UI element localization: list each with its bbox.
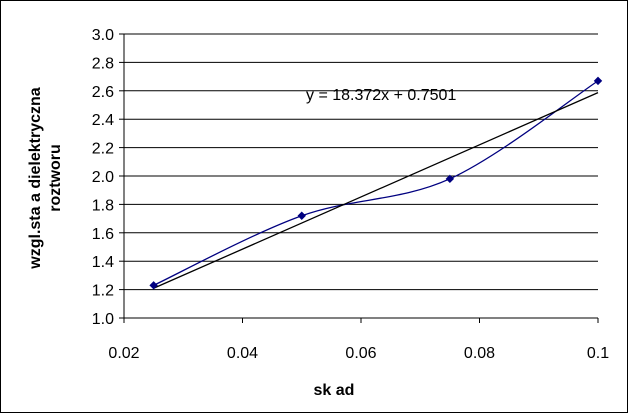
x-tick-label: 0.1	[587, 345, 609, 362]
y-axis-title-line2: roztworu	[47, 144, 64, 212]
y-tick-label: 1.6	[92, 226, 114, 243]
y-tick-label: 1.0	[92, 311, 114, 328]
x-tick-label: 0.04	[227, 345, 258, 362]
y-tick-label: 2.2	[92, 141, 114, 158]
series-smoothed-line	[153, 80, 599, 286]
x-tick-label: 0.08	[464, 345, 495, 362]
data-point-marker	[593, 76, 603, 86]
x-axis-title: sk ad	[314, 382, 355, 399]
y-axis-title-line1: wzgl.sta a dielektryczna	[27, 87, 44, 270]
y-tick-label: 2.8	[92, 55, 114, 72]
y-tick-label: 1.4	[92, 254, 114, 271]
data-point-marker	[445, 174, 455, 184]
tick-labels: 1.0 1.2 1.4 1.6 1.8 2.0 2.2 2.4 2.6 2.8 3.0 0.02 0.0…	[92, 27, 609, 362]
data-point-marker	[149, 281, 158, 290]
gridlines	[119, 33, 599, 323]
x-tick-label: 0.02	[108, 345, 139, 362]
y-tick-label: 2.0	[92, 169, 114, 186]
trendline	[153, 92, 599, 289]
y-tick-label: 2.4	[92, 112, 114, 129]
data-markers	[149, 76, 603, 290]
x-tick-label: 0.06	[345, 345, 376, 362]
y-tick-label: 3.0	[92, 27, 114, 44]
trendline-equation: y = 18.372x + 0.7501	[306, 87, 456, 104]
y-tick-label: 2.6	[92, 84, 114, 101]
y-tick-label: 1.2	[92, 283, 114, 300]
y-tick-label: 1.8	[92, 197, 114, 214]
data-point-marker	[297, 211, 306, 220]
